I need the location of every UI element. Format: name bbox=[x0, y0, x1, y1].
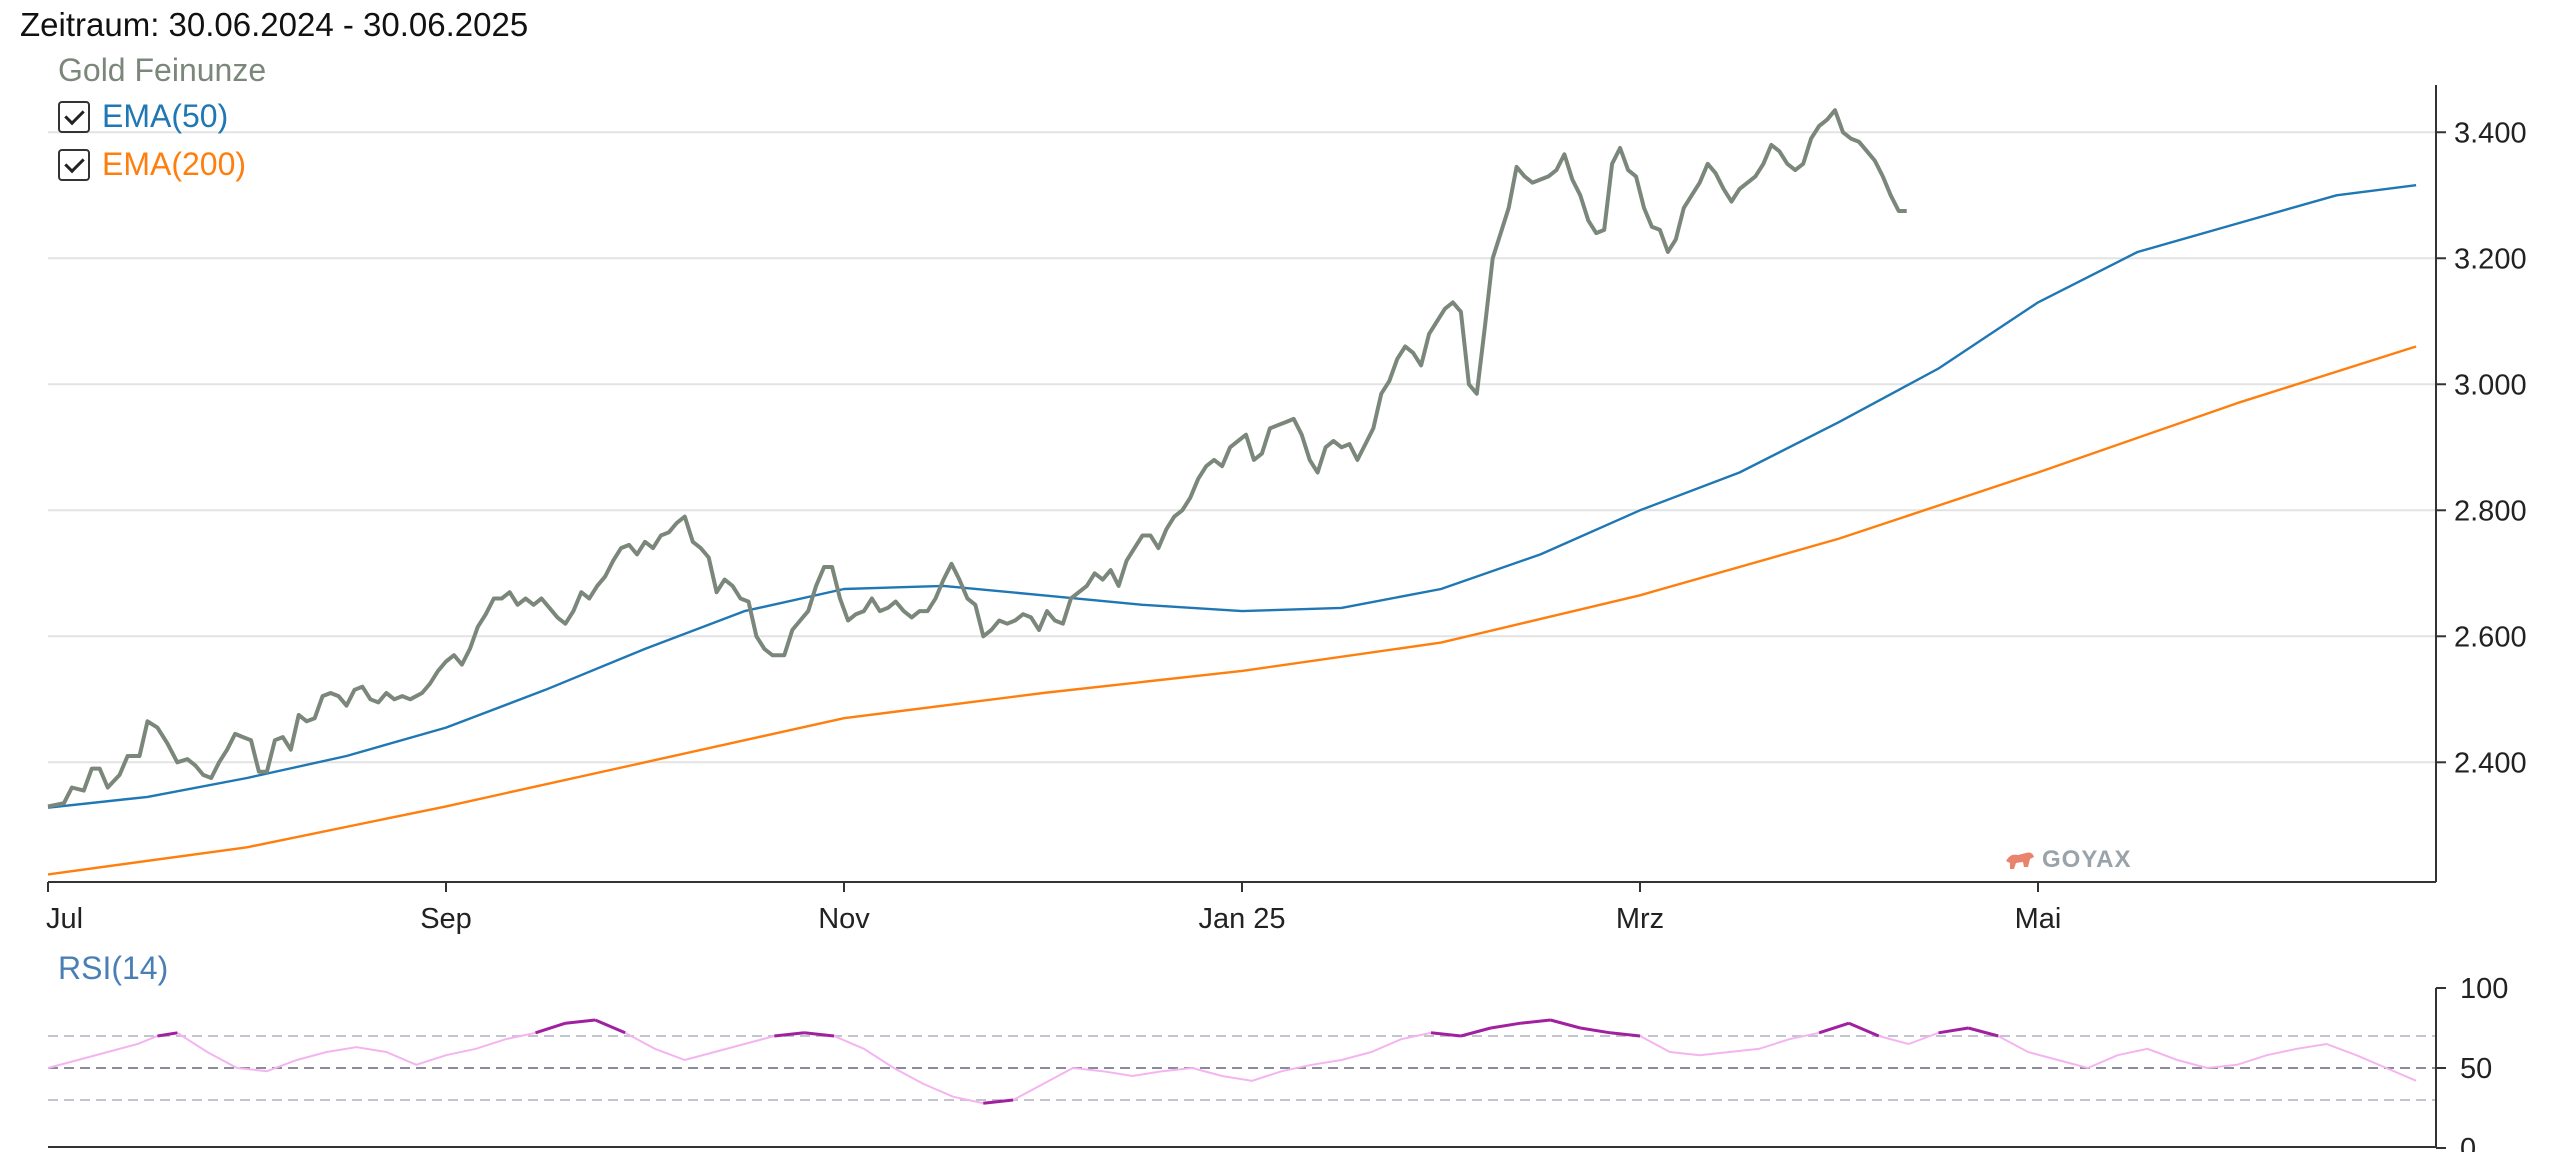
series-line-ema-50 bbox=[47, 184, 2417, 809]
rsi-chart-series bbox=[47, 1018, 2417, 1105]
rsi-extreme-segment bbox=[535, 1021, 566, 1035]
price-y-tick-label: 3.400 bbox=[2454, 117, 2527, 149]
rsi-title: RSI(14) bbox=[58, 950, 169, 986]
ema200-label: EMA(200) bbox=[102, 146, 247, 182]
legend-title: Gold Feinunze bbox=[58, 52, 267, 88]
price-y-tick-label: 2.800 bbox=[2454, 495, 2527, 527]
price-x-tick-label: Sep bbox=[420, 903, 472, 935]
price-y-tick-label: 2.600 bbox=[2454, 621, 2527, 653]
rsi-extreme-segment bbox=[1938, 1026, 1969, 1035]
price-chart-series bbox=[47, 108, 2417, 876]
price-y-tick-label: 3.200 bbox=[2454, 243, 2527, 275]
rsi-extreme-segment bbox=[1520, 1018, 1551, 1025]
price-y-tick-label: 3.000 bbox=[2454, 369, 2527, 401]
price-y-tick-label: 2.400 bbox=[2454, 747, 2527, 779]
ema200-checkbox[interactable] bbox=[58, 148, 90, 181]
legend-item-ema200[interactable]: EMA(200) bbox=[58, 146, 246, 183]
rsi-extreme-segment bbox=[1609, 1031, 1641, 1038]
rsi-extreme-segment bbox=[774, 1031, 805, 1038]
rsi-extreme-segment bbox=[983, 1098, 1014, 1105]
rsi-extreme-segment bbox=[594, 1018, 626, 1035]
legend-item-ema50[interactable]: EMA(50) bbox=[58, 98, 228, 135]
rsi-line bbox=[47, 1018, 2417, 1105]
series-line-ema-200 bbox=[47, 345, 2417, 876]
price-x-tick-label: Jul bbox=[46, 903, 83, 935]
rsi-extreme-segment bbox=[1490, 1021, 1521, 1030]
rsi-extreme-segment bbox=[1550, 1018, 1581, 1030]
ema50-label: EMA(50) bbox=[102, 98, 229, 134]
period-label: Zeitraum: 30.06.2024 - 30.06.2025 bbox=[20, 6, 529, 43]
rsi-extreme-segment bbox=[1580, 1026, 1611, 1035]
rsi-extreme-segment bbox=[1818, 1021, 1850, 1035]
rsi-y-tick-label: 0 bbox=[2460, 1133, 2476, 1152]
price-chart-gridlines bbox=[48, 131, 2436, 764]
price-x-tick-label: Mrz bbox=[1616, 903, 1664, 935]
rsi-extreme-segment bbox=[565, 1018, 596, 1025]
price-x-tick-label: Mai bbox=[2015, 903, 2062, 935]
goyax-logo: GOYAX bbox=[2004, 846, 2131, 874]
logo-text: GOYAX bbox=[2042, 846, 2132, 873]
rsi-extreme-segment bbox=[1848, 1021, 1880, 1038]
price-chart-axes: 2.400 2.600 2.800 3.000 3.200 3.400 Jul Sep Nov J… bbox=[46, 85, 2527, 935]
rsi-chart-axes: 100 50 0 bbox=[48, 973, 2508, 1152]
price-x-tick-label: Jan 25 bbox=[1198, 903, 1285, 935]
rsi-extreme-segment bbox=[1967, 1026, 1999, 1038]
rsi-extreme-segment bbox=[1460, 1026, 1492, 1038]
rsi-y-tick-label: 100 bbox=[2460, 973, 2508, 1005]
series-line-gold-feinunze bbox=[47, 108, 1907, 809]
rsi-extreme-segment bbox=[804, 1031, 835, 1038]
rsi-extreme-segment bbox=[157, 1031, 178, 1038]
price-x-tick-label: Nov bbox=[818, 903, 870, 935]
rsi-extreme-segment bbox=[1430, 1031, 1462, 1038]
rsi-chart-reference-lines bbox=[48, 1035, 2436, 1101]
rsi-y-tick-label: 50 bbox=[2460, 1053, 2492, 1085]
ema50-checkbox[interactable] bbox=[58, 100, 90, 133]
bull-icon bbox=[2006, 852, 2034, 869]
